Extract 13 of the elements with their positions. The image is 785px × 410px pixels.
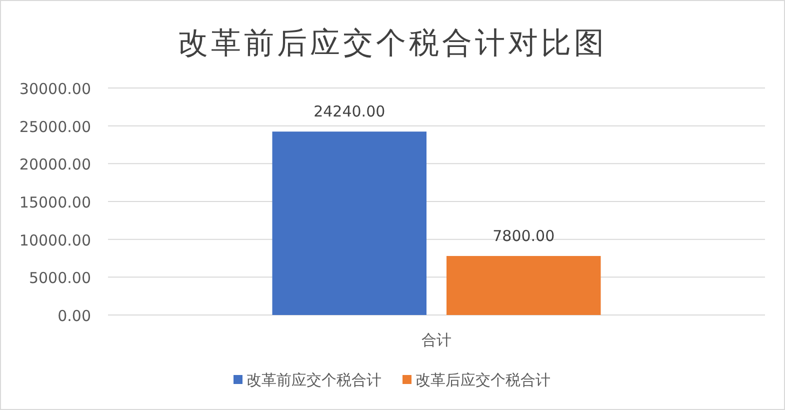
y-tick-label: 5000.00 xyxy=(28,269,91,288)
y-tick-label: 15000.00 xyxy=(19,194,91,212)
y-tick-label: 20000.00 xyxy=(19,156,91,174)
y-tick-label: 25000.00 xyxy=(19,118,91,136)
y-tick-label: 30000.00 xyxy=(19,80,91,98)
legend-label: 改革后应交个税合计 xyxy=(416,371,550,389)
data-label: 24240.00 xyxy=(314,102,386,121)
chart-title: 改革前后应交个税合计对比图 xyxy=(178,26,607,61)
data-label: 7800.00 xyxy=(492,226,555,245)
y-tick-label: 10000.00 xyxy=(19,231,91,250)
x-tick-label: 合计 xyxy=(422,331,452,349)
y-tick-label: 0.00 xyxy=(58,307,91,325)
legend-label: 改革前应交个税合计 xyxy=(246,371,382,389)
